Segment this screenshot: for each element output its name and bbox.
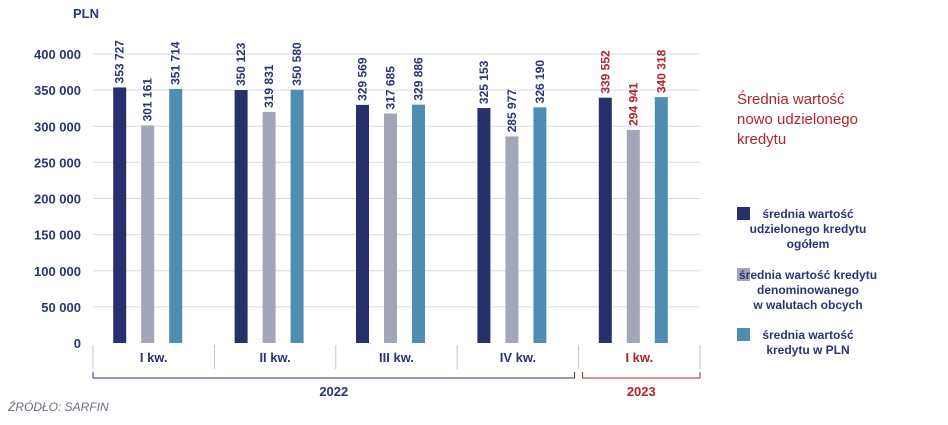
data-label: 351 714 — [169, 41, 183, 85]
y-tick-label: 350 000 — [34, 83, 81, 98]
data-label: 350 580 — [290, 42, 304, 86]
y-tick-label: 100 000 — [34, 264, 81, 279]
legend-label-line: średnia wartość kredytu — [739, 268, 877, 282]
data-label: 340 318 — [654, 49, 668, 93]
bar — [113, 87, 127, 343]
source-note: ŹRÓDŁO: SARFIN — [7, 399, 109, 414]
bar — [384, 113, 397, 343]
chart-title-line: nowo udzielonego — [737, 111, 858, 128]
legend-label-line: średnia wartość — [762, 207, 854, 221]
legend-swatch — [737, 207, 750, 220]
legend-label-line: ogółem — [787, 237, 830, 251]
chart-title-line: kredytu — [737, 131, 786, 148]
y-tick-label: 50 000 — [41, 300, 81, 315]
data-label: 339 552 — [598, 50, 612, 94]
bars — [113, 87, 668, 344]
bar — [356, 104, 369, 343]
x-tick-label: II kw. — [259, 350, 290, 365]
y-tick-label: 0 — [74, 336, 81, 351]
bar — [141, 125, 155, 343]
x-tick-label: III kw. — [379, 350, 414, 365]
legend-label-line: kredytu w PLN — [766, 343, 849, 357]
chart-title: Średnia wartość nowo udzielonego kredytu — [737, 90, 858, 148]
data-label: 326 190 — [533, 60, 547, 104]
data-label: 317 685 — [384, 66, 398, 110]
bar — [598, 97, 612, 344]
data-label: 329 569 — [356, 57, 370, 101]
x-axis: I kw. II kw. III kw. IV kw. I kw. 2022 2023 — [92, 345, 701, 399]
data-label: 285 977 — [505, 89, 519, 133]
bar — [477, 108, 491, 343]
data-label: 353 727 — [113, 40, 127, 84]
data-labels: 353 727 301 161 351 714 350 123 319 831 350 5… — [113, 40, 669, 133]
bar — [234, 90, 248, 343]
y-tick-label: 300 000 — [34, 119, 81, 134]
y-axis-unit-label: PLN — [73, 6, 99, 21]
bar — [169, 88, 183, 344]
x-tick-label: IV kw. — [500, 350, 536, 365]
bar — [654, 97, 668, 344]
data-label: 319 831 — [262, 64, 276, 108]
data-label: 350 123 — [234, 42, 248, 86]
bar — [505, 136, 519, 343]
data-label: 325 153 — [477, 60, 491, 104]
bar — [412, 104, 425, 343]
y-tick-label: 400 000 — [34, 47, 81, 62]
bar — [533, 107, 547, 343]
y-tick-label: 200 000 — [34, 192, 81, 207]
year-bracket — [582, 372, 701, 379]
legend-swatch — [737, 268, 750, 281]
year-label: 2022 — [319, 384, 348, 399]
y-tick-label: 250 000 — [34, 155, 81, 170]
bar — [626, 129, 640, 343]
x-tick-label: I kw. — [625, 350, 653, 365]
data-label: 329 886 — [412, 57, 426, 101]
legend-swatch — [737, 328, 750, 341]
x-tick-label: I kw. — [140, 350, 168, 365]
data-label: 294 941 — [626, 82, 640, 126]
bar — [262, 111, 276, 343]
bar — [290, 89, 304, 343]
legend-label-line: udzielonego kredytu — [750, 222, 867, 236]
chart-title-line: Średnia wartość — [737, 90, 845, 108]
year-label: 2023 — [627, 384, 656, 399]
legend-label-line: w walutach obcych — [752, 298, 862, 312]
data-label: 301 161 — [141, 78, 155, 122]
y-tick-label: 150 000 — [34, 228, 81, 243]
y-axis-ticks: 0 50 000 100 000 150 000 200 000 250 000 300 0… — [34, 47, 81, 351]
legend-label-line: denominowanego — [757, 283, 859, 297]
legend-label-line: średnia wartość — [762, 328, 854, 342]
year-bracket — [92, 372, 576, 379]
